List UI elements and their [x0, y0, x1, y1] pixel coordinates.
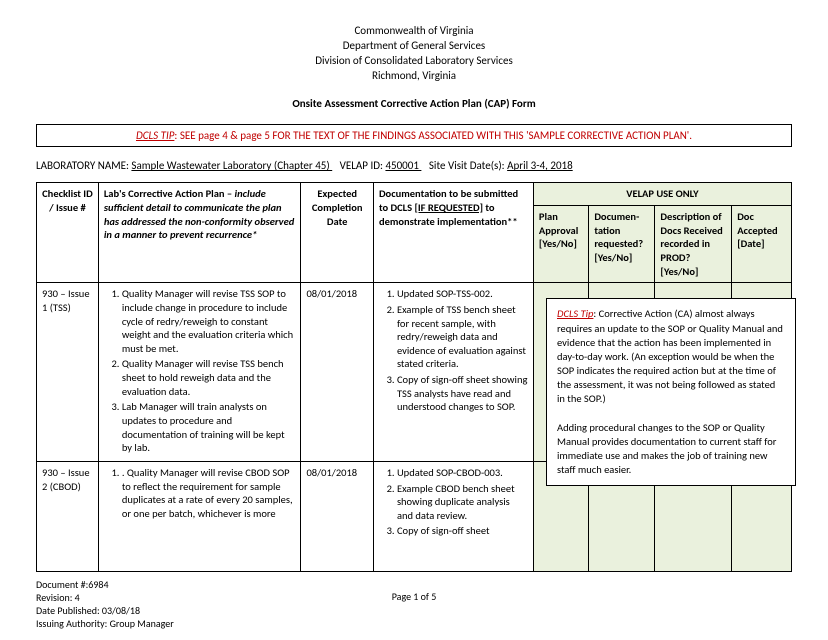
footer-date: Date Published: 03/08/18 — [36, 604, 792, 617]
cell-issue-id: 930 – Issue 1 (TSS) — [37, 283, 99, 462]
doc-item: Updated SOP-TSS-002. — [397, 287, 528, 301]
col-velap-use-only: VELAP USE ONLY — [533, 183, 791, 206]
dcls-tip-callout: DCLS Tip: Corrective Action (CA) almost … — [546, 298, 796, 486]
col-cap-plan: Lab's Corrective Action Plan – include s… — [98, 183, 301, 283]
doc-item: Updated SOP-CBOD-003. — [397, 466, 528, 480]
col-doc-requested: Documen-tation requested? [Yes/No] — [589, 206, 655, 283]
header-line: Richmond, Virginia — [36, 69, 792, 84]
plan-item: Lab Manager will train analysts on updat… — [122, 400, 296, 455]
lab-name-value: Sample Wastewater Laboratory (Chapter 45… — [131, 159, 332, 172]
doc-item: Example CBOD bench sheet showing duplica… — [397, 482, 528, 523]
cell-date: 08/01/2018 — [301, 283, 374, 462]
header-line: Division of Consolidated Laboratory Serv… — [36, 54, 792, 69]
doc-item: Example of TSS bench sheet for recent sa… — [397, 303, 528, 371]
tip-rest: : SEE page 4 & page 5 FOR THE TEXT OF TH… — [174, 129, 692, 142]
visit-date-label: Site Visit Date(s): — [429, 159, 505, 172]
cell-docs: Updated SOP-CBOD-003. Example CBOD bench… — [373, 461, 533, 571]
agency-header: Commonwealth of Virginia Department of G… — [36, 24, 792, 83]
plan-item: Quality Manager will revise TSS SOP to i… — [122, 287, 296, 355]
cell-docs: Updated SOP-TSS-002. Example of TSS benc… — [373, 283, 533, 462]
callout-body: : Corrective Action (CA) almost always r… — [557, 307, 783, 405]
doc-item: Copy of sign-off sheet — [397, 524, 528, 538]
lab-name-label: LABORATORY NAME: — [36, 159, 129, 172]
col-docs-received: Description of Docs Received recorded in… — [655, 206, 732, 283]
col-expected-date: Expected Completion Date — [301, 183, 374, 283]
velap-id-label: VELAP ID: — [340, 159, 383, 172]
doc-item: Copy of sign-off sheet showing TSS analy… — [397, 373, 528, 414]
cell-date: 08/01/2018 — [301, 461, 374, 571]
dcls-tip-banner: DCLS TIP: SEE page 4 & page 5 FOR THE TE… — [36, 124, 792, 147]
velap-id-value: 450001 — [385, 159, 421, 172]
cell-plan: . Quality Manager will revise CBOD SOP t… — [98, 461, 301, 571]
header-line: Department of General Services — [36, 39, 792, 54]
plan-item: Quality Manager will revise TSS bench sh… — [122, 357, 296, 398]
cell-issue-id: 930 – Issue 2 (CBOD) — [37, 461, 99, 571]
col-documentation: Documentation to be submitted to DCLS [I… — [373, 183, 533, 283]
header-line: Commonwealth of Virginia — [36, 24, 792, 39]
col-checklist-id: Checklist ID / Issue # — [37, 183, 99, 283]
form-title: Onsite Assessment Corrective Action Plan… — [36, 97, 792, 110]
col-plan-approval: Plan Approval [Yes/No] — [533, 206, 588, 283]
cap-table-wrap: Checklist ID / Issue # Lab's Corrective … — [36, 182, 792, 572]
tip-lead: DCLS TIP — [136, 129, 174, 142]
lab-info-line: LABORATORY NAME: Sample Wastewater Labor… — [36, 159, 792, 172]
page-footer: Document #:6984 Revision: 4 Date Publish… — [36, 578, 792, 630]
callout-body: Adding procedural changes to the SOP or … — [557, 421, 776, 477]
footer-auth: Issuing Authority: Group Manager — [36, 617, 792, 630]
col-doc-accepted: Doc Accepted [Date] — [732, 206, 792, 283]
visit-date-value: April 3-4, 2018 — [507, 159, 573, 172]
page-number: Page 1 of 5 — [36, 590, 792, 603]
cell-plan: Quality Manager will revise TSS SOP to i… — [98, 283, 301, 462]
plan-item: . Quality Manager will revise CBOD SOP t… — [122, 466, 296, 521]
callout-lead: DCLS Tip — [557, 307, 593, 320]
